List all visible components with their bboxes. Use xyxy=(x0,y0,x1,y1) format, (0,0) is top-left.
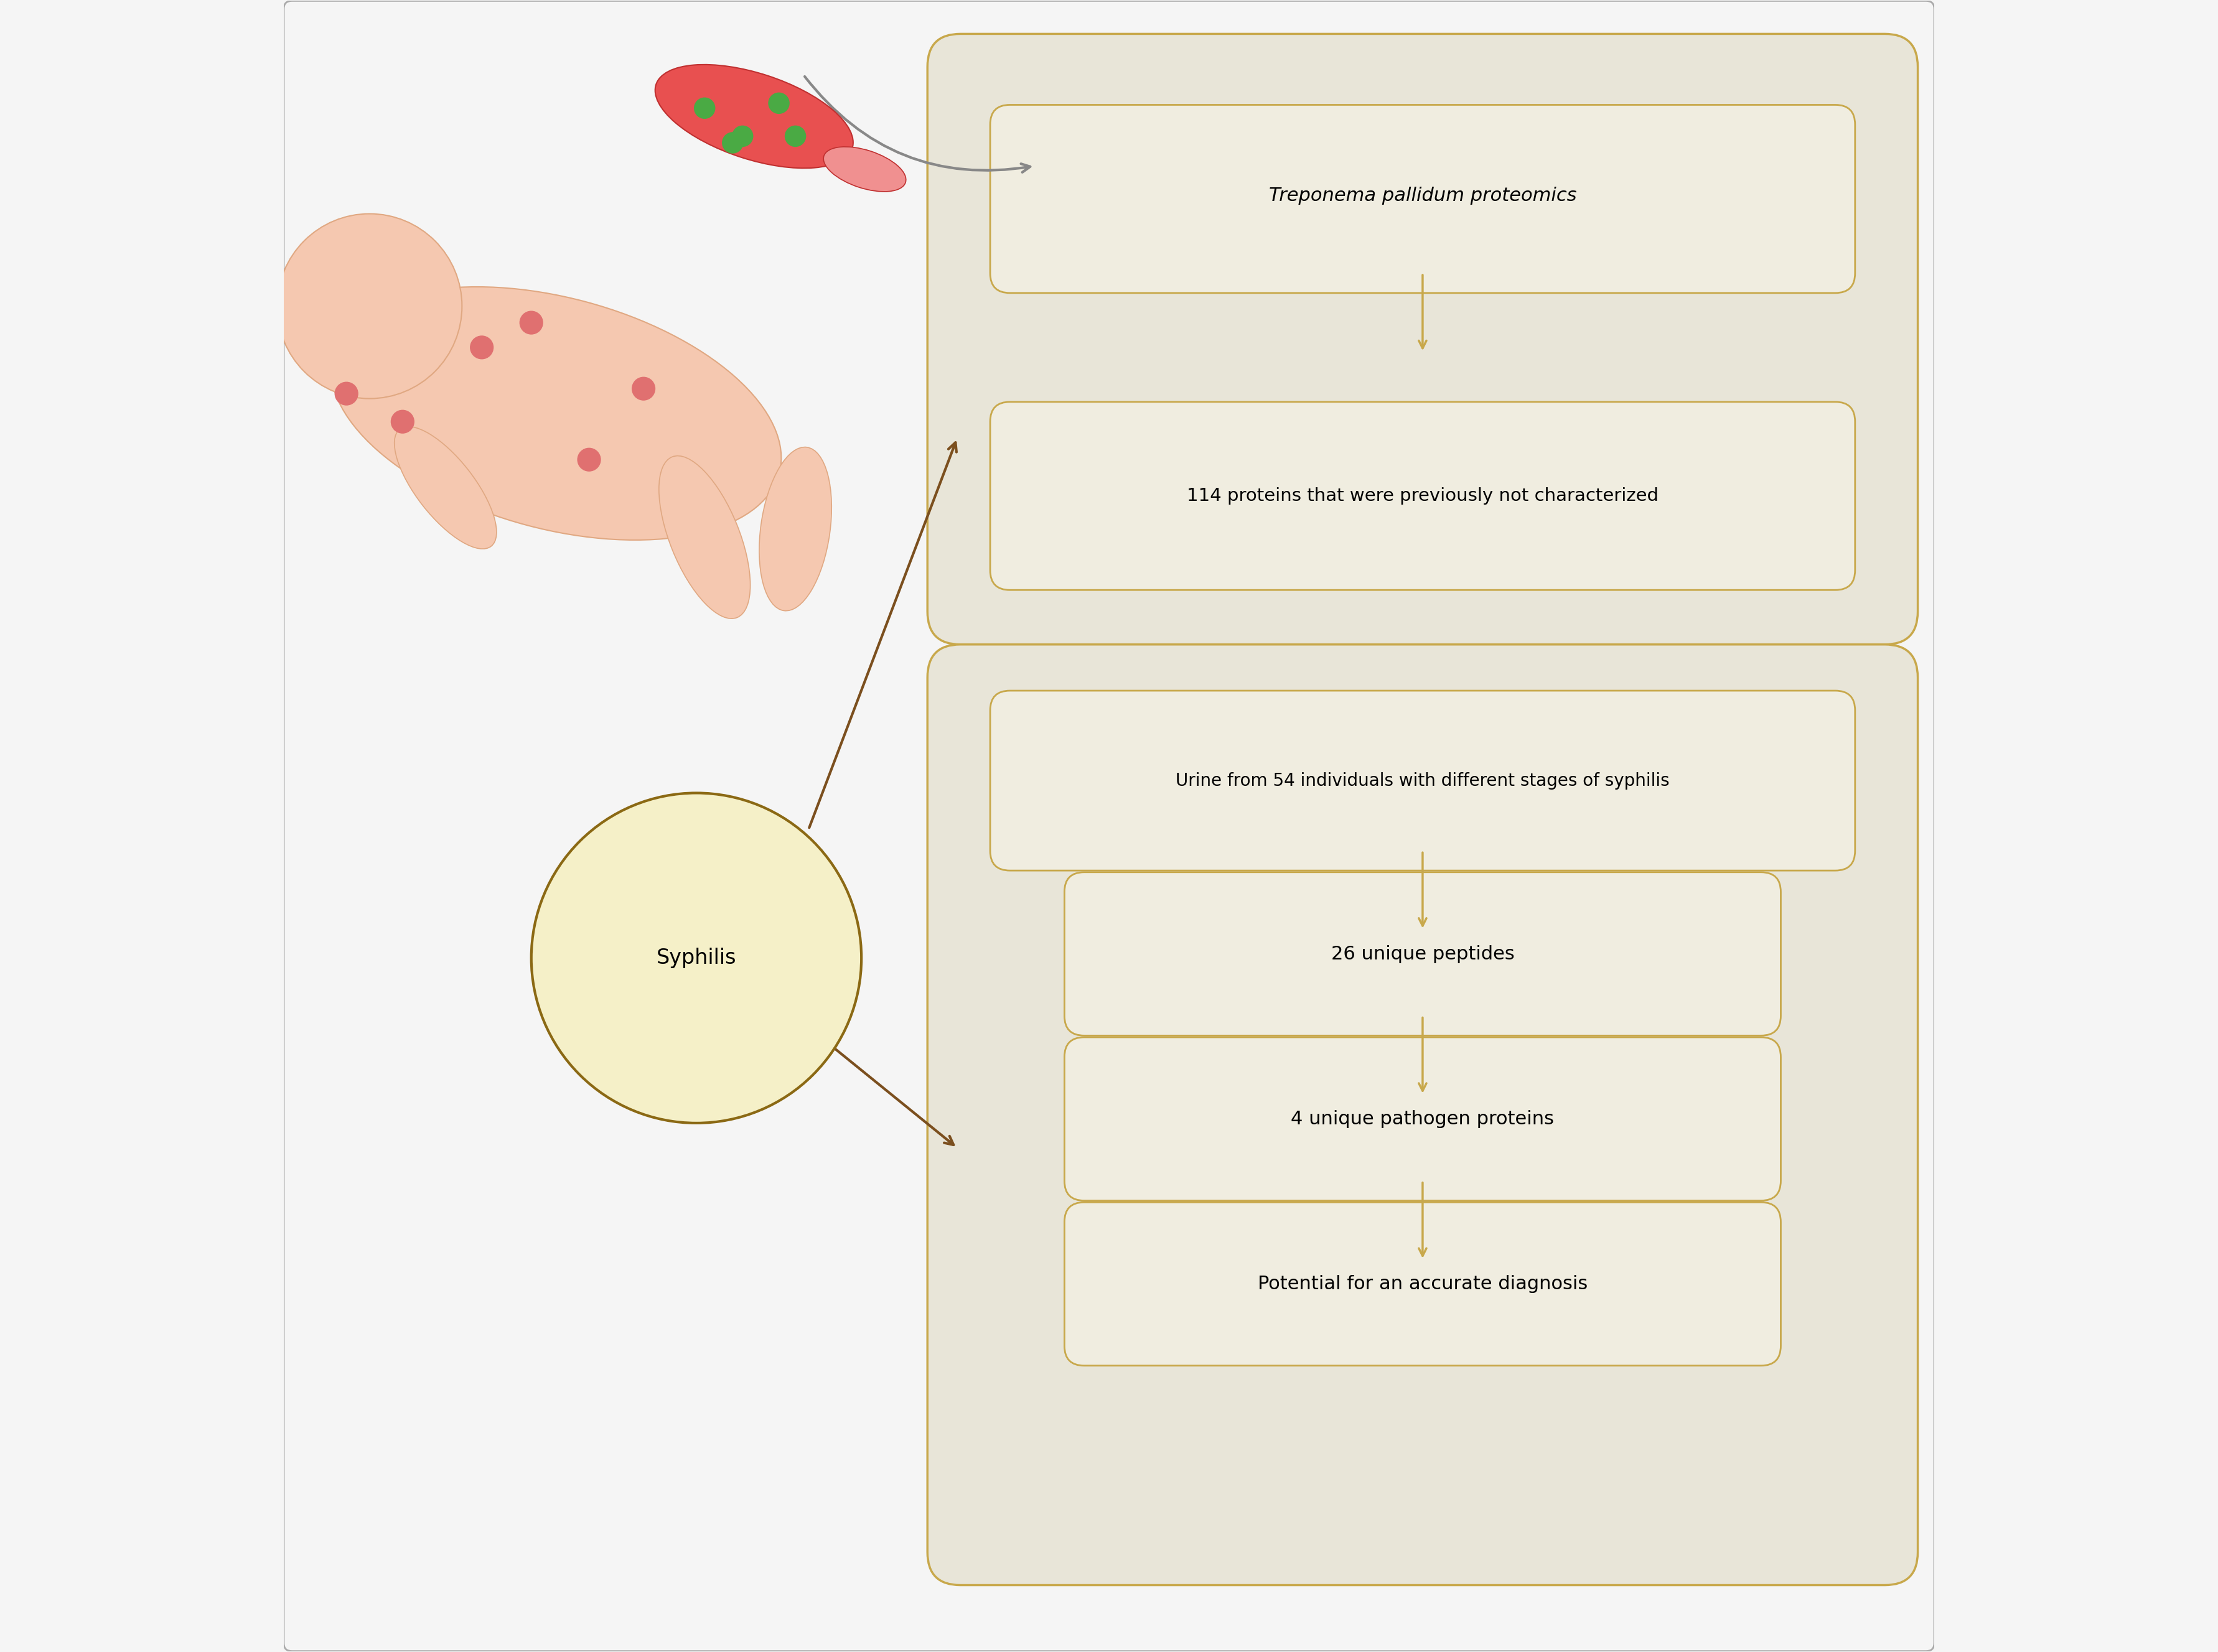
Ellipse shape xyxy=(654,64,854,169)
Ellipse shape xyxy=(823,147,905,192)
Ellipse shape xyxy=(759,448,832,611)
Circle shape xyxy=(694,97,716,119)
Circle shape xyxy=(577,448,601,471)
Circle shape xyxy=(785,126,805,147)
Circle shape xyxy=(335,382,359,405)
FancyBboxPatch shape xyxy=(1065,1037,1781,1201)
Circle shape xyxy=(470,335,495,358)
Circle shape xyxy=(277,213,461,398)
Ellipse shape xyxy=(659,456,750,618)
Circle shape xyxy=(767,93,790,114)
FancyBboxPatch shape xyxy=(989,401,1854,590)
Text: Urine from 54 individuals with different stages of syphilis: Urine from 54 individuals with different… xyxy=(1176,771,1670,790)
Text: 26 unique peptides: 26 unique peptides xyxy=(1331,945,1515,963)
Circle shape xyxy=(390,410,415,433)
Circle shape xyxy=(632,377,657,400)
FancyBboxPatch shape xyxy=(1065,1203,1781,1366)
Circle shape xyxy=(732,126,754,147)
FancyBboxPatch shape xyxy=(989,691,1854,871)
FancyBboxPatch shape xyxy=(1065,872,1781,1036)
Circle shape xyxy=(519,311,543,335)
Text: Treponema pallidum proteomics: Treponema pallidum proteomics xyxy=(1269,187,1577,205)
Circle shape xyxy=(532,793,861,1123)
FancyBboxPatch shape xyxy=(927,644,1919,1586)
FancyBboxPatch shape xyxy=(989,104,1854,292)
Text: Potential for an accurate diagnosis: Potential for an accurate diagnosis xyxy=(1258,1275,1588,1294)
FancyBboxPatch shape xyxy=(284,2,1934,1650)
FancyBboxPatch shape xyxy=(927,35,1919,644)
Text: Syphilis: Syphilis xyxy=(657,948,736,968)
Circle shape xyxy=(721,132,743,154)
Text: 4 unique pathogen proteins: 4 unique pathogen proteins xyxy=(1291,1110,1555,1128)
Ellipse shape xyxy=(395,426,497,548)
Ellipse shape xyxy=(330,287,781,540)
Text: 114 proteins that were previously not characterized: 114 proteins that were previously not ch… xyxy=(1187,487,1659,504)
